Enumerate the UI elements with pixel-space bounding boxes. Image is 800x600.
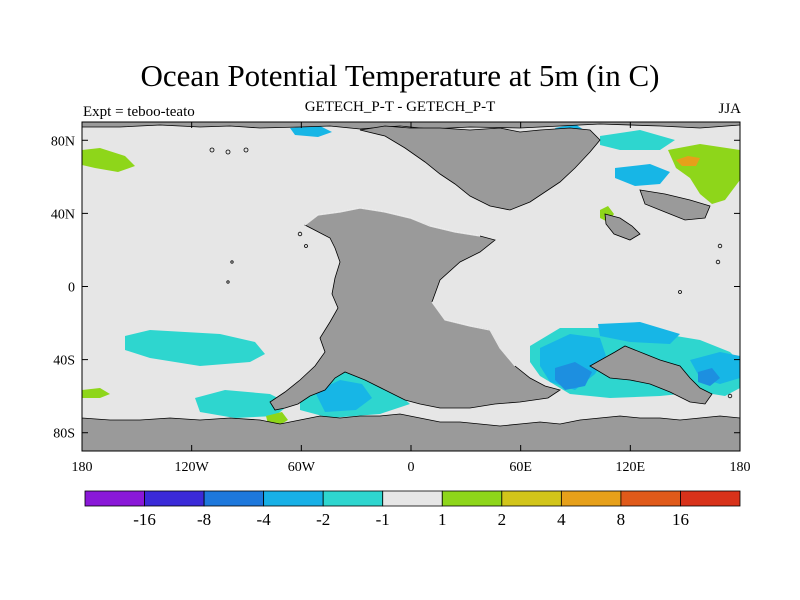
x-axis: 180 120W 60W 0 60E 120E 180 [72, 122, 751, 475]
x-tick-label: 180 [730, 460, 751, 475]
landmass-antarctica [82, 413, 740, 451]
anomaly-cyan-south-pacific-w [125, 330, 265, 366]
y-tick-label: 80N [51, 134, 75, 149]
x-tick-label: 120E [616, 460, 646, 475]
colorbar-swatch [680, 490, 741, 507]
anomaly-blue-indian-ocean [555, 362, 592, 390]
landmass-northern-continent [359, 125, 601, 211]
colorbar-swatch [620, 490, 681, 507]
anomaly-green-south-pacific-w [82, 388, 110, 398]
coastline-highlights [304, 207, 516, 367]
x-tick-label: 0 [408, 460, 415, 475]
anomaly-orange-north-pacific-e [676, 156, 700, 166]
anomaly-lightblue-north-atlantic [290, 126, 332, 137]
map-title: Ocean Potential Temperature at 5m (in C) [140, 58, 660, 93]
x-tick-label: 120W [175, 460, 210, 475]
x-tick-label: 180 [72, 460, 93, 475]
anomaly-blue-southeast [698, 368, 720, 386]
landmass-north-east-island [639, 189, 711, 221]
colorbar-label: 8 [617, 510, 626, 529]
colorbar-label: -8 [197, 510, 211, 529]
colorbar-swatch [560, 490, 622, 507]
y-tick-label: 40N [51, 207, 75, 222]
y-tick-label: 0 [68, 281, 75, 296]
colorbar-swatch [203, 490, 265, 507]
colorbar-swatch [322, 490, 384, 507]
landmass-east-island [604, 213, 641, 241]
y-tick-label: 40S [53, 354, 75, 369]
colorbar-swatch [441, 490, 503, 507]
colorbar-swatch [501, 490, 562, 507]
colorbar-label: 4 [557, 510, 566, 529]
model-comparison-label: GETECH_P-T - GETECH_P-T [304, 99, 496, 115]
anomaly-lightblue-indian-ocean-e [598, 322, 680, 344]
colorbar-label: -4 [257, 510, 272, 529]
colorbar-label: -2 [316, 510, 330, 529]
colorbar-swatch [382, 490, 443, 507]
colorbar-label: -1 [376, 510, 390, 529]
landmass-main-continent [269, 207, 561, 411]
x-tick-label: 60E [509, 460, 532, 475]
colorbar-swatch [263, 490, 324, 507]
y-axis: 80N 40N 0 40S 80S [51, 134, 740, 442]
colorbar: -16 -8 -4 -2 -1 1 2 4 8 16 [84, 490, 741, 529]
anomaly-green-north-pacific [82, 148, 135, 172]
colorbar-label: 16 [672, 510, 689, 529]
small-islands [209, 147, 733, 399]
anomaly-cyan-south-pacific-c [195, 390, 290, 418]
colorbar-swatch [144, 490, 205, 507]
experiment-label: Expt = teboo-teato [83, 104, 195, 120]
land-masses [82, 122, 740, 451]
anomaly-lightblue-south-atlantic [315, 380, 372, 412]
anomaly-lightblue-north-pacific-w [615, 164, 670, 186]
landmass-southeast-continent [589, 345, 713, 405]
colorbar-swatch [84, 490, 145, 507]
colorbar-label: 2 [498, 510, 507, 529]
anomaly-cyan-arctic-east [600, 130, 675, 150]
season-label: JJA [718, 101, 741, 117]
colorbar-label: 1 [438, 510, 447, 529]
colorbar-label: -16 [133, 510, 156, 529]
y-tick-label: 80S [53, 427, 75, 442]
x-tick-label: 60W [288, 460, 316, 475]
